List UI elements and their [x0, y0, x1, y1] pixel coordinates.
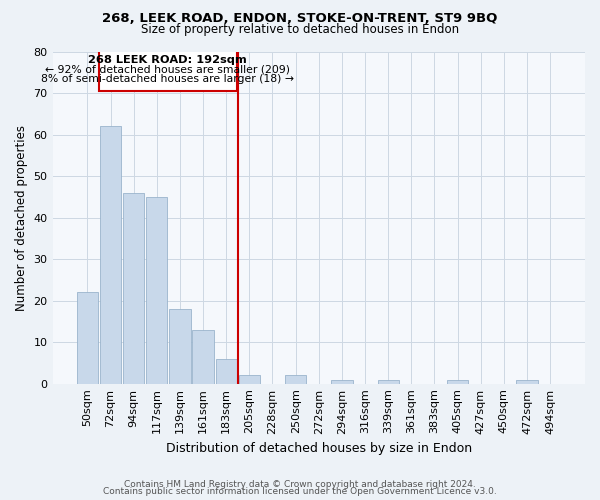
Bar — [285, 376, 306, 384]
Bar — [146, 197, 167, 384]
Bar — [99, 50, 236, 91]
X-axis label: Distribution of detached houses by size in Endon: Distribution of detached houses by size … — [166, 442, 472, 455]
Bar — [377, 380, 399, 384]
Bar — [100, 126, 121, 384]
Text: Size of property relative to detached houses in Endon: Size of property relative to detached ho… — [141, 22, 459, 36]
Text: Contains HM Land Registry data © Crown copyright and database right 2024.: Contains HM Land Registry data © Crown c… — [124, 480, 476, 489]
Text: 268 LEEK ROAD: 192sqm: 268 LEEK ROAD: 192sqm — [88, 55, 247, 65]
Text: ← 92% of detached houses are smaller (209): ← 92% of detached houses are smaller (20… — [45, 65, 290, 75]
Bar — [331, 380, 353, 384]
Y-axis label: Number of detached properties: Number of detached properties — [15, 124, 28, 310]
Bar — [239, 376, 260, 384]
Text: 8% of semi-detached houses are larger (18) →: 8% of semi-detached houses are larger (1… — [41, 74, 294, 85]
Bar — [77, 292, 98, 384]
Bar — [517, 380, 538, 384]
Bar — [447, 380, 468, 384]
Bar — [193, 330, 214, 384]
Bar — [215, 359, 237, 384]
Text: Contains public sector information licensed under the Open Government Licence v3: Contains public sector information licen… — [103, 487, 497, 496]
Text: 268, LEEK ROAD, ENDON, STOKE-ON-TRENT, ST9 9BQ: 268, LEEK ROAD, ENDON, STOKE-ON-TRENT, S… — [103, 12, 497, 26]
Bar — [123, 192, 145, 384]
Bar — [169, 309, 191, 384]
